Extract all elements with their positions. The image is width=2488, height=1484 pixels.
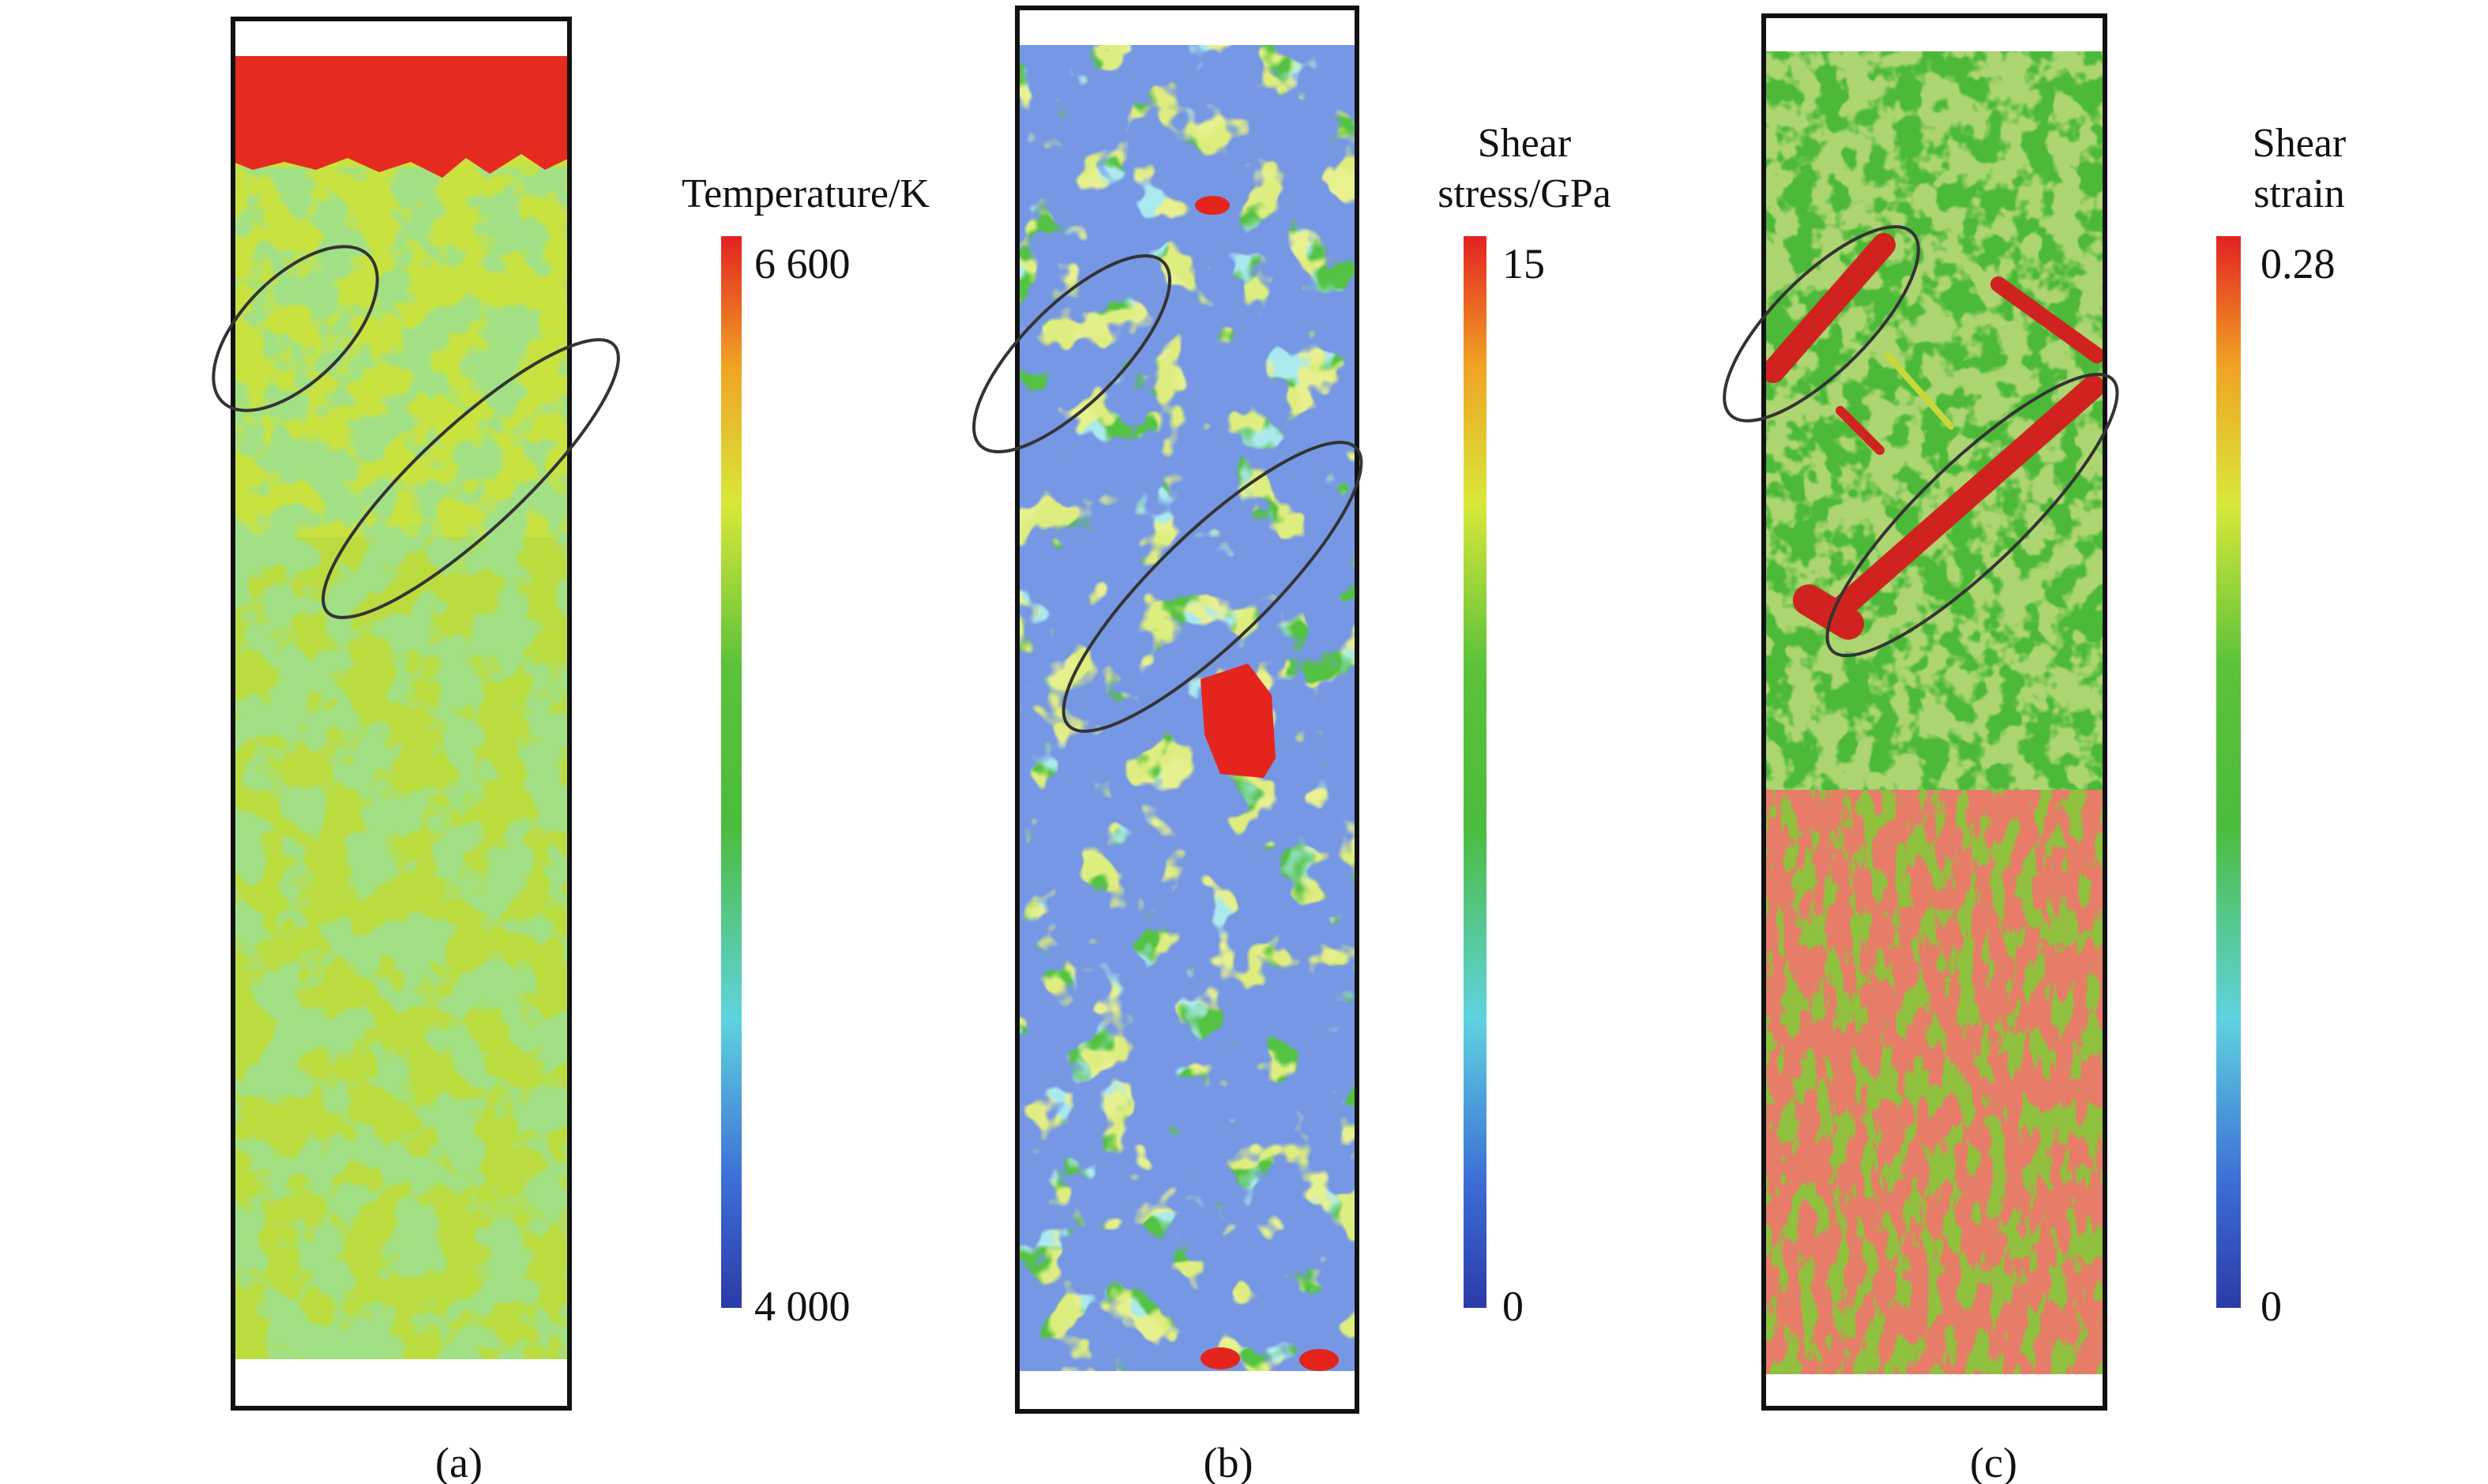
- simulation-box: [1015, 6, 1359, 1414]
- panel-b: Shear stress/GPa 15 0 (b): [972, 6, 1611, 1484]
- colorbar-title: strain: [2253, 171, 2345, 216]
- colorbar-min-label: 0: [1502, 1283, 1524, 1330]
- hot-top-layer: [233, 56, 569, 178]
- colorbar-min-label: 0: [2261, 1283, 2282, 1330]
- highlight-ellipse: [1825, 372, 2119, 658]
- simulation-box: [231, 17, 572, 1411]
- panel-caption: (a): [435, 1439, 483, 1484]
- colorbar-min-label: 4 000: [754, 1283, 851, 1330]
- highlight-ellipse: [1723, 225, 1920, 423]
- colorbar: [1464, 236, 1486, 1308]
- highlight-ellipse: [212, 245, 379, 412]
- high-stress-spot: [1299, 1349, 1339, 1371]
- shear-strain-field: [1761, 51, 2105, 1374]
- colorbar: [721, 236, 742, 1308]
- colorbar-max-label: 15: [1502, 240, 1545, 287]
- panel-caption: (b): [1204, 1439, 1253, 1484]
- temperature-field: [233, 56, 569, 1359]
- colorbar-title: Temperature/K: [682, 171, 930, 216]
- colorbar-max-label: 0.28: [2261, 240, 2336, 287]
- shear-band: [1761, 233, 2105, 640]
- panel-c: Shear strain 0.28 0 (c): [1723, 13, 2346, 1484]
- colorbar-title: Shear: [2253, 121, 2346, 166]
- high-stress-region: [1201, 663, 1276, 778]
- colorbar-title: stress/GPa: [1438, 171, 1611, 216]
- panel-caption: (c): [1970, 1439, 2017, 1484]
- shear-stress-field: [1019, 45, 1355, 1371]
- highlight-ellipse: [321, 338, 620, 619]
- panel-a: Temperature/K 6 600 4 000 (a): [212, 17, 930, 1484]
- colorbar-title: Shear: [1478, 121, 1571, 166]
- colorbar: [2216, 236, 2241, 1308]
- highlight-ellipse: [1062, 441, 1363, 733]
- high-stress-spot: [1195, 196, 1230, 215]
- highlight-ellipse: [972, 254, 1171, 453]
- high-stress-spot: [1201, 1347, 1240, 1369]
- simulation-box: [1761, 13, 2107, 1411]
- colorbar-max-label: 6 600: [754, 240, 851, 287]
